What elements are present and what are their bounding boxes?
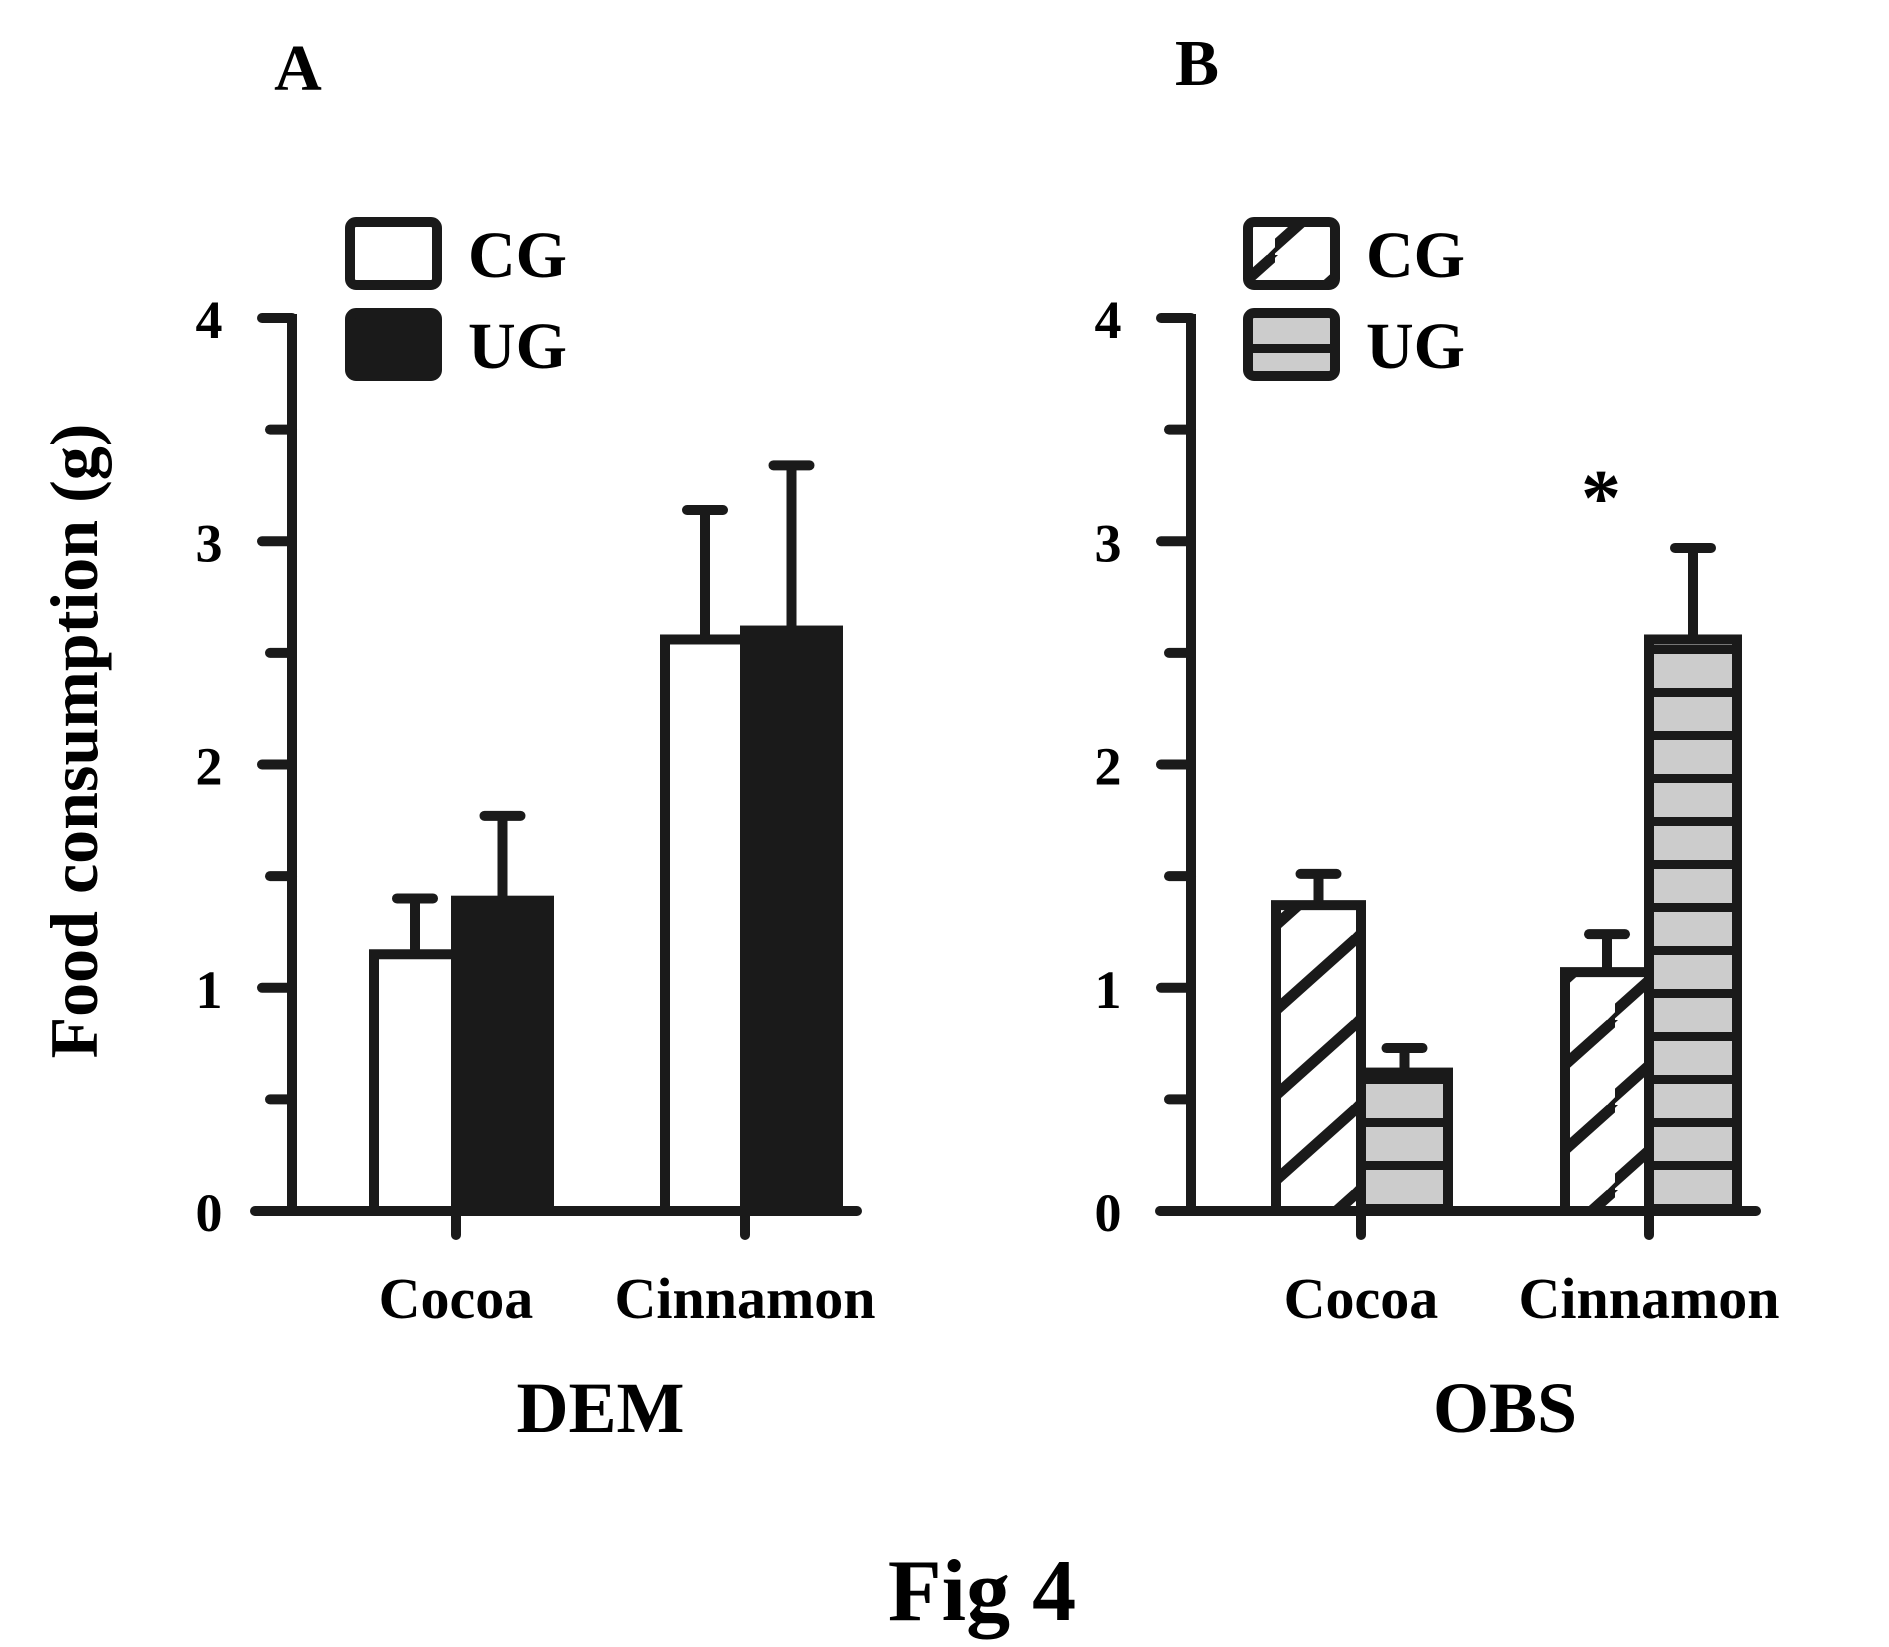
x-tick-label: Cocoa [379,1266,534,1331]
x-axis-label: OBS [1433,1368,1577,1448]
panel-b: B 0 1 2 3 4 Cocoa Cinnamon OBS CG UG * [1095,27,1780,1448]
y-tick-label: 0 [1095,1183,1122,1243]
bar-cg-cocoa [369,949,461,1216]
bar-cg-cinnamon [1560,967,1654,1216]
x-axis-label: DEM [517,1368,685,1448]
y-tick-label: 4 [196,290,223,350]
y-tick-label: 4 [1095,290,1122,350]
bar-cg-cinnamon [660,634,750,1216]
legend-swatch-ug [345,308,442,381]
legend-swatch-cg [1243,217,1340,290]
y-tick-label: 2 [1095,737,1122,797]
legend-label: UG [468,310,567,383]
bar-ug-cocoa [1356,1067,1453,1216]
legend-swatch-ug [1243,308,1340,381]
legend-label: CG [468,219,567,292]
bar-ug-cocoa [451,895,554,1216]
figure-caption: Fig 4 [888,1543,1076,1640]
legend-label: CG [1366,219,1465,292]
y-tick-label: 3 [1095,513,1122,573]
y-tick-label: 1 [196,960,223,1020]
x-tick-label: Cocoa [1284,1266,1439,1331]
y-tick-label: 2 [196,737,223,797]
x-tick-label: Cinnamon [1518,1266,1779,1331]
panel-label: A [274,32,322,105]
bar-cg-cocoa [1271,900,1366,1217]
x-tick-label: Cinnamon [614,1266,875,1331]
significance-asterisk: * [1581,455,1621,543]
y-tick-label: 0 [196,1183,223,1243]
panel-a: A 0 1 2 3 4 Cocoa Cinnamon DEM CG UG [196,32,876,1448]
legend-label: UG [1366,310,1465,383]
y-axis-label: Food consumption (g) [36,424,112,1059]
legend-swatch-cg [345,217,442,290]
bar-ug-cinnamon [740,625,843,1216]
y-tick-label: 3 [196,513,223,573]
panel-label: B [1175,27,1219,100]
bar-ug-cinnamon [1644,634,1742,1216]
y-tick-label: 1 [1095,960,1122,1020]
